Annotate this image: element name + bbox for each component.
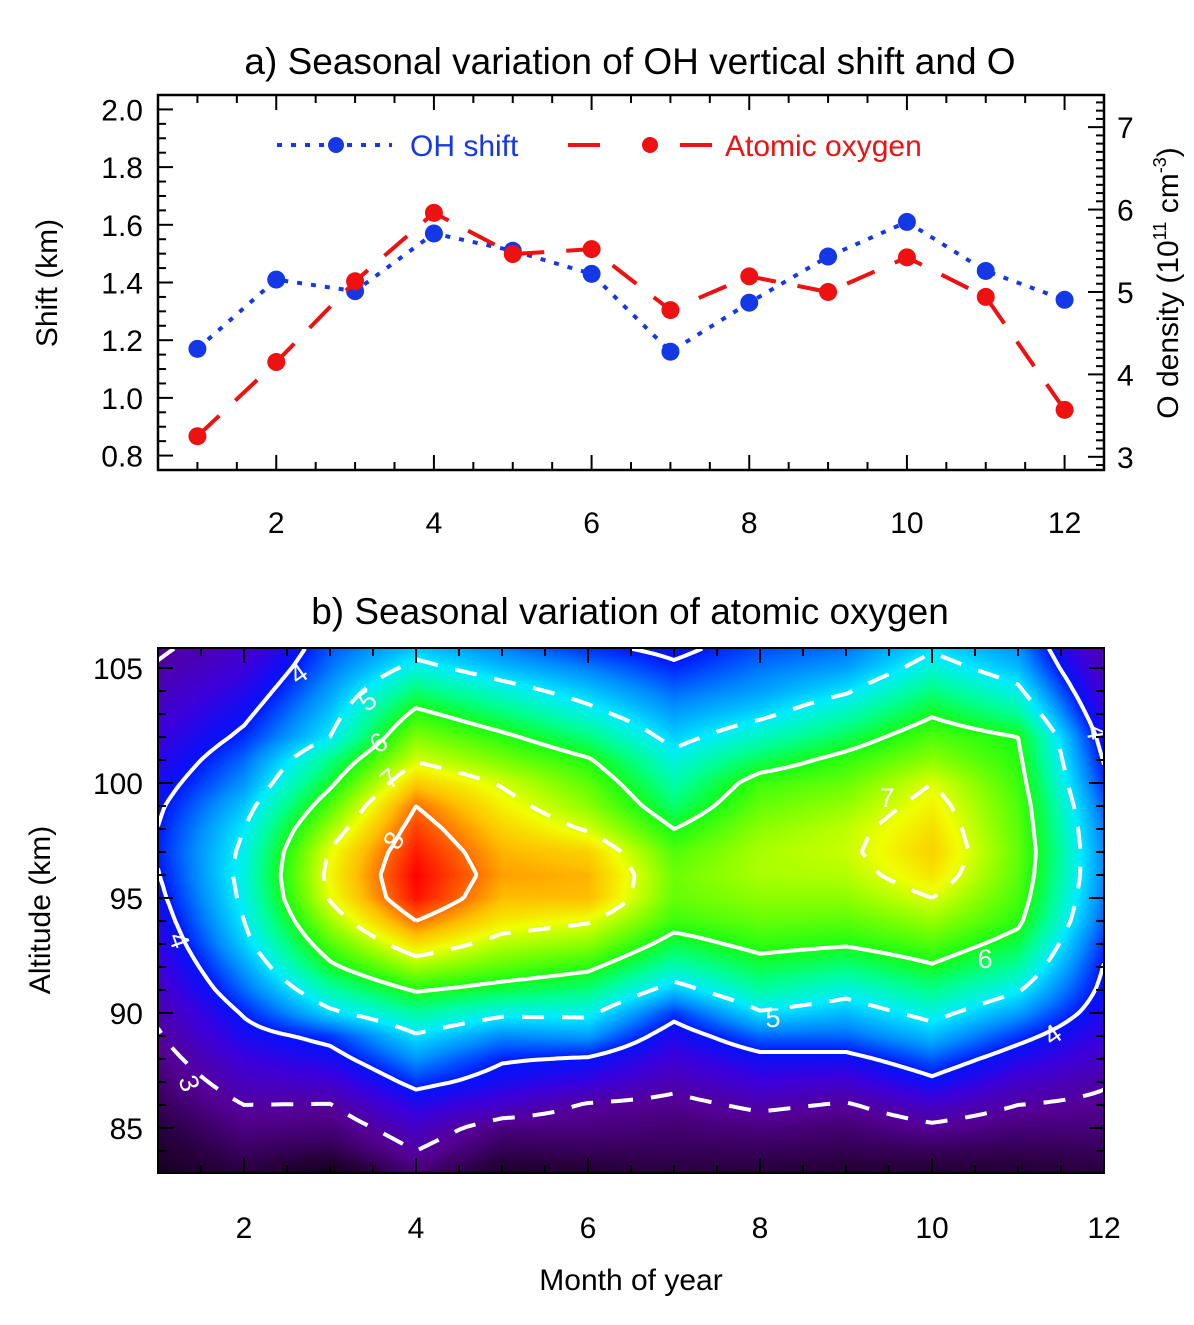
y-tick-label-left: 1.0 xyxy=(101,383,143,416)
x-tick-label: 12 xyxy=(1087,1212,1120,1245)
x-tick-label: 10 xyxy=(915,1212,948,1245)
x-tick-label: 10 xyxy=(890,507,923,540)
oh-shift-point xyxy=(897,212,916,231)
panel-b-title: b) Seasonal variation of atomic oxygen xyxy=(311,591,949,632)
y-tick-label-right: 4 xyxy=(1117,359,1134,392)
panel-a-y-axis-label: Shift (km) xyxy=(31,219,64,347)
x-tick-label: 4 xyxy=(426,507,443,540)
panel-a-ticks xyxy=(158,95,1104,470)
y-tick-label-left: 1.4 xyxy=(101,268,143,301)
atomic-oxygen-point xyxy=(188,427,207,446)
panel-a-tick-labels: 2 4 6 8 10 12 0.8 1.0 1.2 1.4 1.6 1.8 2.0 3 4 5 6 7 xyxy=(101,94,1133,540)
heatmap-image xyxy=(158,648,1104,1173)
panel-b-x-axis-label: Month of year xyxy=(539,1264,722,1297)
oh-shift-point xyxy=(1055,290,1074,309)
right-label-exponent-11: 11 xyxy=(1150,222,1170,241)
y-tick-label: 105 xyxy=(93,653,143,686)
y-tick-label: 100 xyxy=(93,768,143,801)
contour-level-3 xyxy=(156,647,176,663)
panel-b-ticks xyxy=(157,648,1105,1173)
atomic-oxygen-point xyxy=(740,267,759,286)
y-tick-label: 85 xyxy=(110,1113,143,1146)
oh-shift-point xyxy=(582,264,601,283)
contour-level-6 xyxy=(278,706,1038,994)
right-label-base: O density (10 xyxy=(1152,240,1185,418)
y-tick-label-right: 3 xyxy=(1117,442,1134,475)
y-tick-label-right: 6 xyxy=(1117,195,1134,228)
contour-level-4 xyxy=(1047,647,1106,766)
x-tick-label: 2 xyxy=(268,507,285,540)
contour-level-7 xyxy=(321,760,637,959)
contour-level-4 xyxy=(156,867,1106,1092)
oh-shift-point xyxy=(740,293,759,312)
atomic-oxygen-point xyxy=(267,353,286,372)
contour-label-7: 7 xyxy=(879,783,894,813)
oh-shift-point xyxy=(976,261,995,280)
oh-shift-point xyxy=(267,270,286,289)
contour-label-5: 5 xyxy=(765,1003,780,1033)
atomic-oxygen-point xyxy=(897,248,916,267)
contour-level-8 xyxy=(378,804,479,923)
right-label-exponent-minus3: -3 xyxy=(1150,157,1170,173)
contour-level-4 xyxy=(156,647,307,828)
atomic-oxygen-point xyxy=(661,301,680,320)
atomic-oxygen-point xyxy=(976,287,995,306)
y-tick-label-left: 0.8 xyxy=(101,441,143,474)
oh-shift-point xyxy=(819,247,838,266)
x-tick-label: 2 xyxy=(236,1212,253,1245)
x-tick-label: 4 xyxy=(408,1212,425,1245)
y-tick-label-left: 1.2 xyxy=(101,325,143,358)
y-tick-label-left: 1.8 xyxy=(101,152,143,185)
oh-shift-point xyxy=(188,339,207,358)
y-tick-label-left: 2.0 xyxy=(101,94,143,127)
atomic-oxygen-point xyxy=(424,203,443,222)
panel-a-series xyxy=(188,203,1074,446)
right-label-cm: cm xyxy=(1152,173,1185,221)
oh-shift-line xyxy=(196,219,1066,355)
contour-level-5 xyxy=(231,650,1083,1036)
heatmap-container xyxy=(158,648,1104,1173)
y-tick-label-right: 7 xyxy=(1117,112,1134,145)
legend: OH shift Atomic oxygen xyxy=(277,130,922,163)
contour-level-3 xyxy=(156,1027,1105,1153)
atomic-oxygen-line xyxy=(196,210,1067,438)
x-tick-label: 8 xyxy=(741,507,758,540)
y-tick-label-right: 5 xyxy=(1117,277,1134,310)
panel-b-tick-labels: 2 4 6 8 10 12 85 90 95 100 105 xyxy=(93,653,1121,1245)
x-tick-label: 6 xyxy=(580,1212,597,1245)
panel-a-right-y-axis-label: O density (1011 cm-3) xyxy=(1150,147,1185,418)
panel-b: b) Seasonal variation of atomic oxygen 4… xyxy=(24,591,1121,1297)
panel-b-y-axis-label: Altitude (km) xyxy=(24,826,57,994)
x-tick-label: 12 xyxy=(1048,507,1081,540)
atomic-oxygen-point xyxy=(503,245,522,264)
y-tick-label: 95 xyxy=(110,883,143,916)
contour-level-4 xyxy=(630,646,703,662)
y-tick-label-left: 1.6 xyxy=(101,210,143,243)
y-tick-label: 90 xyxy=(110,998,143,1031)
panel-a-title: a) Seasonal variation of OH vertical shi… xyxy=(244,41,1015,82)
panel-a-frame xyxy=(156,93,1106,472)
legend-atomic-oxygen-label: Atomic oxygen xyxy=(725,130,922,163)
atomic-oxygen-point xyxy=(1055,400,1074,419)
contour-label-6: 6 xyxy=(977,944,992,974)
atomic-oxygen-point xyxy=(346,272,365,291)
x-tick-label: 8 xyxy=(752,1212,769,1245)
oh-shift-point xyxy=(424,224,443,243)
x-tick-label: 6 xyxy=(583,507,600,540)
legend-oh-shift-marker xyxy=(328,137,344,153)
atomic-oxygen-point xyxy=(582,240,601,259)
contour-level-7 xyxy=(860,781,971,900)
panel-b-frame xyxy=(157,647,1105,1174)
contour-lines xyxy=(156,646,1106,1153)
right-label-close-paren: ) xyxy=(1152,147,1185,157)
panel-a: a) Seasonal variation of OH vertical shi… xyxy=(31,41,1185,540)
oh-shift-point xyxy=(661,342,680,361)
legend-atomic-oxygen-marker xyxy=(642,137,658,153)
atomic-oxygen-point xyxy=(819,282,838,301)
legend-oh-shift-label: OH shift xyxy=(410,130,519,163)
